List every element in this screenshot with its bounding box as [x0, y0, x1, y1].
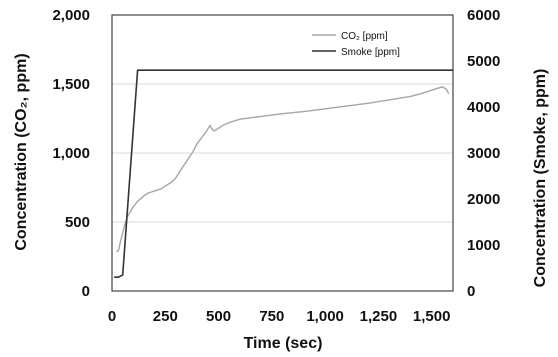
x-tick-label: 750 — [259, 308, 284, 325]
y-right-tick-label: 2000 — [467, 191, 500, 208]
x-tick-label: 1,250 — [360, 308, 398, 325]
y-right-tick-label: 3000 — [467, 145, 500, 162]
y-right-tick-label: 1000 — [467, 237, 500, 254]
x-tick-label: 250 — [153, 308, 178, 325]
gridlines — [112, 83, 453, 223]
y-right-tick-label: 6000 — [467, 7, 500, 24]
y-right-tick-label: 0 — [467, 283, 475, 300]
right-axis-ticks: 0 1000 2000 3000 4000 5000 6000 — [467, 7, 500, 300]
y-left-tick-label: 500 — [65, 214, 90, 231]
x-tick-label: 1,500 — [413, 308, 451, 325]
series-line-smoke — [114, 69, 453, 279]
y-left-tick-label: 0 — [82, 283, 90, 300]
legend: CO₂ [ppm] Smoke [ppm] — [312, 31, 400, 58]
left-axis-title: Concentration (CO₂, ppm) — [13, 53, 30, 250]
x-axis-title: Time (sec) — [244, 335, 323, 352]
right-axis-title: Concentration (Smoke, ppm) — [532, 69, 549, 288]
y-right-tick-label: 5000 — [467, 53, 500, 70]
x-tick-label: 1,000 — [306, 308, 344, 325]
y-left-tick-label: 1,000 — [52, 145, 90, 162]
y-right-tick-label: 4000 — [467, 99, 500, 116]
plot-frame — [111, 14, 454, 292]
legend-label-smoke: Smoke [ppm] — [341, 47, 400, 58]
y-left-tick-label: 2,000 — [52, 7, 90, 24]
series-line-co2 — [116, 86, 450, 252]
x-axis-ticks: 0 250 500 750 1,000 1,250 1,500 — [108, 308, 451, 325]
y-left-tick-label: 1,500 — [52, 76, 90, 93]
x-tick-label: 500 — [206, 308, 231, 325]
series-lines — [114, 69, 453, 279]
x-tick-label: 0 — [108, 308, 116, 325]
legend-label-co2: CO₂ [ppm] — [341, 31, 388, 42]
left-axis-ticks: 0 500 1,000 1,500 2,000 — [52, 7, 90, 300]
